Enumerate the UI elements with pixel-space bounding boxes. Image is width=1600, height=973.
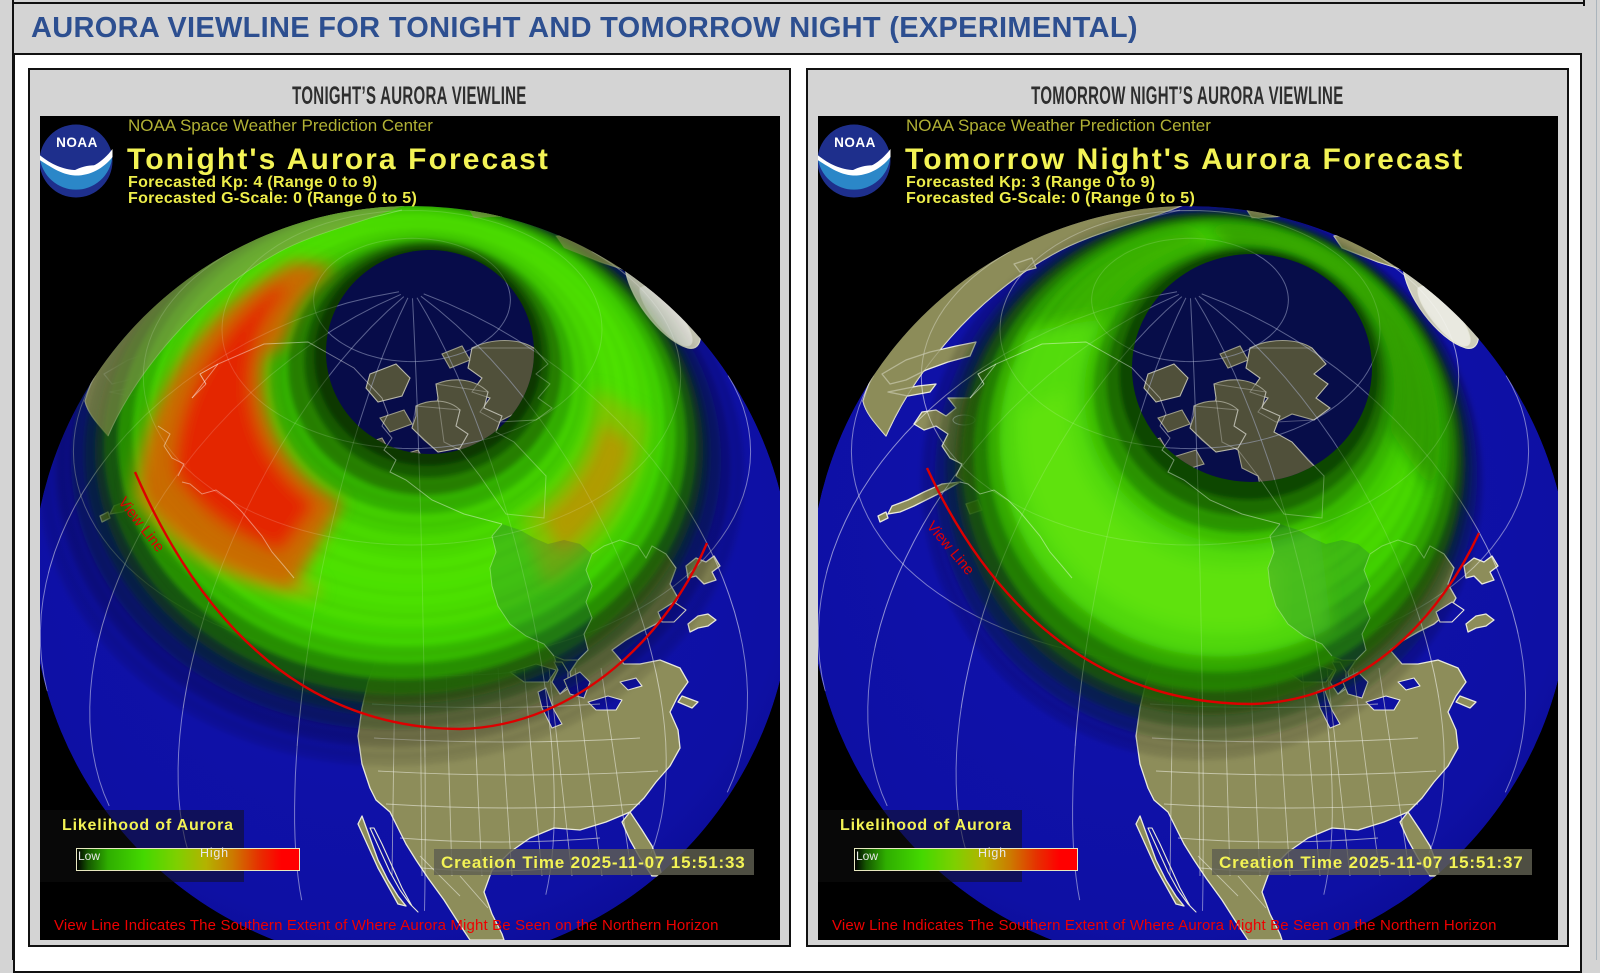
svg-text:NOAA: NOAA [834,135,876,150]
svg-text:NOAA: NOAA [56,135,98,150]
